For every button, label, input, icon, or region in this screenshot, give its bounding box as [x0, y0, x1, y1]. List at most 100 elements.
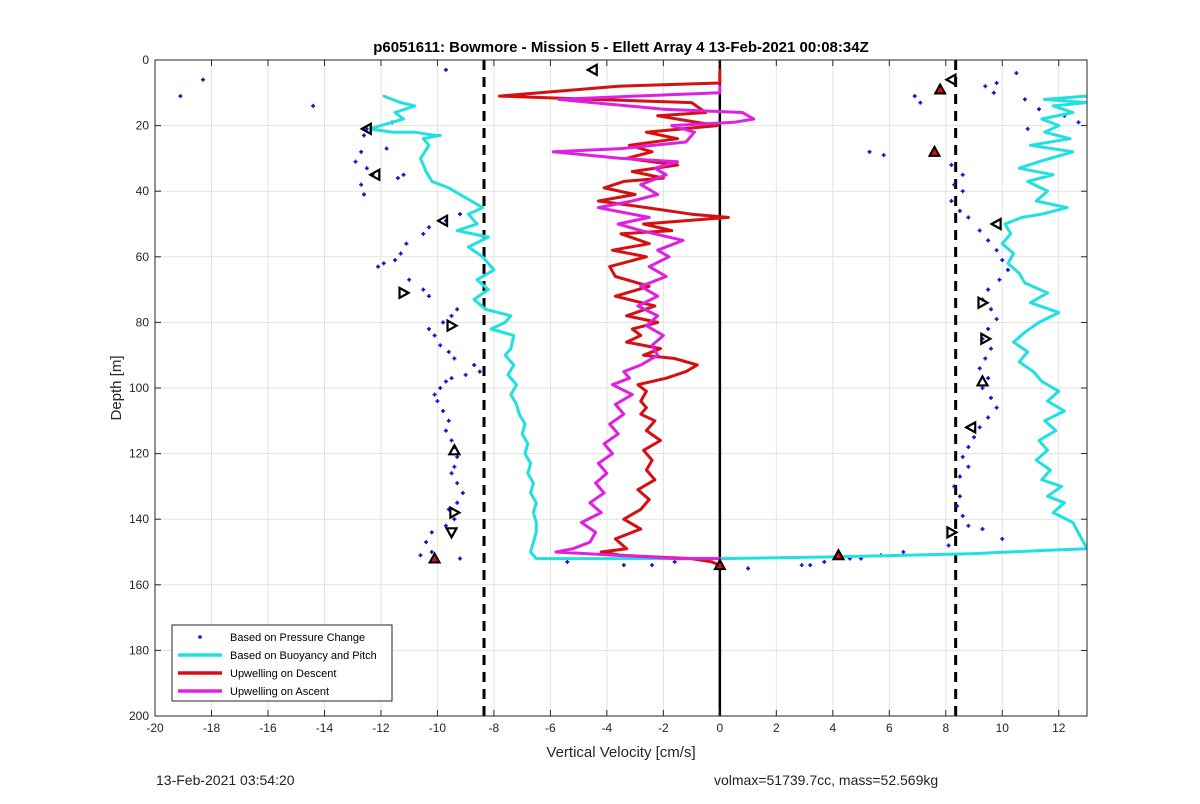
open-triangle-marker: [368, 167, 381, 182]
series-vertex: [470, 199, 473, 203]
data-point: [432, 392, 437, 397]
data-point: [418, 553, 423, 558]
series-vertex: [523, 452, 527, 455]
series-vertex: [427, 143, 431, 147]
data-point: [808, 563, 813, 568]
data-point: [395, 176, 400, 181]
data-point: [446, 349, 451, 354]
series-vertex: [614, 275, 617, 278]
series-vertex: [647, 498, 651, 501]
series-vertex: [515, 403, 518, 406]
series-vertex: [532, 540, 535, 544]
series-vertex: [529, 462, 532, 465]
data-point: [565, 559, 570, 564]
data-point: [449, 438, 454, 443]
data-point: [426, 326, 431, 331]
data-point: [452, 517, 457, 522]
x-tick-label: 6: [886, 721, 893, 735]
series-vertex: [645, 429, 648, 432]
series-vertex: [534, 531, 538, 534]
series-vertex: [636, 304, 640, 308]
data-point: [988, 346, 993, 351]
series-vertex: [664, 275, 668, 278]
data-point: [178, 94, 183, 99]
series-vertex: [1026, 180, 1029, 183]
series-vertex: [455, 229, 459, 232]
series-vertex: [619, 157, 623, 160]
series-vertex: [616, 84, 620, 88]
open-triangle-marker: [963, 420, 977, 435]
series-vertex: [492, 268, 496, 272]
data-point: [1025, 126, 1030, 131]
series-vertex: [512, 334, 515, 337]
series-vertex: [647, 216, 651, 219]
data-point: [918, 100, 923, 105]
series-vertex: [484, 307, 487, 311]
data-point: [393, 258, 398, 263]
series-vertex: [645, 130, 648, 134]
legend: Based on Pressure Change Based on Buoyanc…: [171, 624, 393, 702]
series-vertex: [486, 235, 490, 239]
series-vertex: [636, 383, 640, 387]
series-vertex: [438, 134, 442, 137]
data-point: [426, 225, 431, 230]
x-tick-label: -2: [658, 721, 669, 735]
data-point: [746, 566, 751, 571]
series-vertex: [633, 557, 637, 560]
series-vertex: [1054, 429, 1058, 432]
data-point: [952, 182, 957, 187]
series-vertex: [1037, 160, 1041, 163]
series-vertex: [645, 206, 648, 209]
series-vertex: [1037, 439, 1041, 442]
series-vertex: [741, 111, 744, 114]
open-triangle-marker: [449, 505, 462, 520]
data-point: [477, 369, 482, 374]
series-vertex: [642, 353, 645, 357]
series-vertex: [1060, 485, 1063, 488]
data-point: [353, 159, 358, 164]
data-point: [799, 563, 804, 568]
series-vertex: [1029, 301, 1032, 305]
series-vertex: [588, 540, 592, 544]
data-point: [376, 264, 381, 269]
series-vertex: [710, 560, 713, 564]
series-vertex: [1065, 206, 1069, 209]
open-triangle-marker: [944, 72, 957, 87]
series-vertex: [622, 412, 626, 416]
open-triangle-marker: [980, 331, 993, 346]
series-vertex: [718, 84, 722, 88]
series-vertex: [1057, 389, 1061, 393]
data-point: [994, 405, 999, 410]
series-vertex: [1071, 150, 1075, 154]
legend-label: Upwelling on Ascent: [230, 686, 329, 698]
series-vertex: [625, 340, 628, 344]
series-vertex: [639, 183, 643, 186]
data-point: [443, 428, 448, 433]
series-vertex: [611, 383, 614, 387]
series-vertex: [650, 458, 654, 462]
series-vertex: [732, 121, 736, 124]
series-vertex: [597, 462, 600, 465]
series-vertex: [1023, 281, 1027, 285]
data-point: [960, 172, 965, 177]
series-vertex: [475, 278, 479, 282]
series-vertex: [602, 491, 606, 495]
series-vertex: [642, 449, 645, 452]
series-based-on-buoyancy-and-pitch: [368, 94, 1087, 561]
series-vertex: [382, 94, 386, 98]
data-point: [452, 464, 457, 469]
series-vertex: [1043, 130, 1046, 134]
series-vertex: [639, 229, 643, 232]
data-point: [421, 287, 426, 292]
x-tick-label: 0: [717, 721, 724, 735]
filled-triangle-marker: [427, 551, 442, 564]
data-point: [460, 490, 465, 495]
data-point: [621, 563, 626, 568]
data-point: [952, 484, 957, 489]
series-vertex: [662, 107, 665, 111]
series-vertex: [676, 137, 679, 141]
open-triangle-marker: [435, 213, 449, 228]
series-vertex: [664, 173, 668, 177]
series-vertex: [532, 481, 535, 485]
series-vertex: [690, 212, 693, 216]
